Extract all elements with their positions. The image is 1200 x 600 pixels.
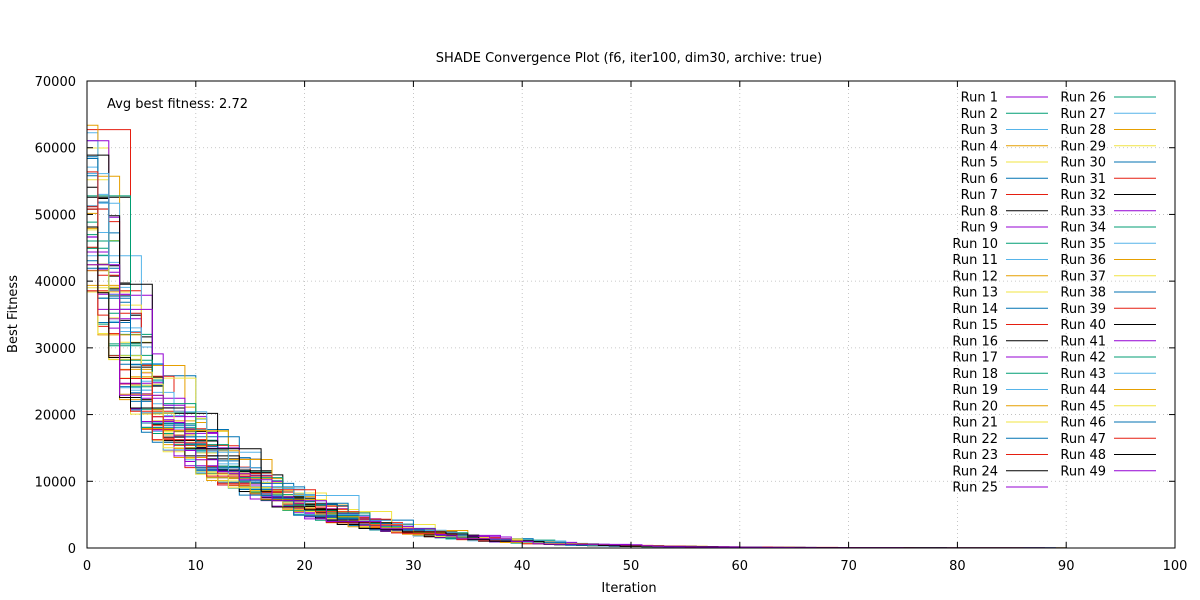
y-tick-label: 70000 bbox=[35, 75, 76, 90]
legend-label-run-20: Run 20 bbox=[952, 399, 998, 414]
legend-label-run-23: Run 23 bbox=[952, 448, 998, 463]
legend-label-run-44: Run 44 bbox=[1060, 383, 1106, 398]
avg-best-fitness-annotation: Avg best fitness: 2.72 bbox=[107, 97, 248, 112]
legend-label-run-1: Run 1 bbox=[961, 91, 998, 106]
x-tick-label: 0 bbox=[83, 559, 91, 574]
legend-label-run-5: Run 5 bbox=[961, 156, 998, 171]
legend-label-run-30: Run 30 bbox=[1060, 156, 1106, 171]
x-tick-label: 20 bbox=[296, 559, 313, 574]
series-line-run-48 bbox=[87, 226, 1175, 549]
y-tick-label: 20000 bbox=[35, 409, 76, 424]
legend-label-run-10: Run 10 bbox=[952, 237, 998, 252]
legend-label-run-46: Run 46 bbox=[1060, 416, 1106, 431]
legend-label-run-24: Run 24 bbox=[952, 464, 998, 479]
legend-label-run-12: Run 12 bbox=[952, 269, 998, 284]
y-axis-label: Best Fitness bbox=[6, 275, 21, 353]
legend-label-run-39: Run 39 bbox=[1060, 302, 1106, 317]
series-line-run-46 bbox=[87, 260, 1175, 549]
x-tick-label: 30 bbox=[405, 559, 422, 574]
legend-label-run-40: Run 40 bbox=[1060, 318, 1106, 333]
x-tick-label: 100 bbox=[1163, 559, 1188, 574]
legend-label-run-8: Run 8 bbox=[961, 204, 998, 219]
legend-label-run-21: Run 21 bbox=[952, 416, 998, 431]
legend-label-run-27: Run 27 bbox=[1060, 107, 1106, 122]
y-tick-label: 10000 bbox=[35, 475, 76, 490]
x-axis-label: Iteration bbox=[601, 581, 656, 596]
legend-label-run-28: Run 28 bbox=[1060, 123, 1106, 138]
legend-label-run-14: Run 14 bbox=[952, 302, 998, 317]
x-tick-label: 50 bbox=[623, 559, 640, 574]
legend-label-run-22: Run 22 bbox=[952, 432, 998, 447]
legend-label-run-43: Run 43 bbox=[1060, 367, 1106, 382]
legend-label-run-41: Run 41 bbox=[1060, 334, 1106, 349]
legend-label-run-13: Run 13 bbox=[952, 286, 998, 301]
legend-label-run-42: Run 42 bbox=[1060, 351, 1106, 366]
y-tick-label: 60000 bbox=[35, 142, 76, 157]
y-tick-label: 30000 bbox=[35, 342, 76, 357]
legend-label-run-7: Run 7 bbox=[961, 188, 998, 203]
legend-label-run-32: Run 32 bbox=[1060, 188, 1106, 203]
legend-label-run-3: Run 3 bbox=[961, 123, 998, 138]
legend-label-run-9: Run 9 bbox=[961, 221, 998, 236]
chart-title: SHADE Convergence Plot (f6, iter100, dim… bbox=[436, 51, 822, 66]
legend-label-run-19: Run 19 bbox=[952, 383, 998, 398]
series-lines bbox=[87, 124, 1175, 549]
legend-label-run-31: Run 31 bbox=[1060, 172, 1106, 187]
y-tick-label: 0 bbox=[68, 542, 76, 557]
legend-label-run-17: Run 17 bbox=[952, 351, 998, 366]
x-tick-label: 10 bbox=[188, 559, 205, 574]
legend-label-run-49: Run 49 bbox=[1060, 464, 1106, 479]
legend-label-run-38: Run 38 bbox=[1060, 286, 1106, 301]
series-line-run-36 bbox=[87, 227, 1175, 549]
legend-label-run-16: Run 16 bbox=[952, 334, 998, 349]
grid bbox=[87, 81, 1175, 548]
legend-label-run-25: Run 25 bbox=[952, 481, 998, 496]
x-tick-label: 70 bbox=[840, 559, 857, 574]
legend-label-run-4: Run 4 bbox=[961, 139, 998, 154]
legend-label-run-6: Run 6 bbox=[961, 172, 998, 187]
legend-label-run-34: Run 34 bbox=[1060, 221, 1106, 236]
legend-label-run-37: Run 37 bbox=[1060, 269, 1106, 284]
x-tick-label: 80 bbox=[949, 559, 966, 574]
x-tick-label: 60 bbox=[732, 559, 749, 574]
legend-label-run-26: Run 26 bbox=[1060, 91, 1106, 106]
legend-label-run-36: Run 36 bbox=[1060, 253, 1106, 268]
legend-label-run-2: Run 2 bbox=[961, 107, 998, 122]
y-tick-label: 50000 bbox=[35, 208, 76, 223]
series-line-run-30 bbox=[87, 267, 1175, 549]
legend-label-run-45: Run 45 bbox=[1060, 399, 1106, 414]
legend-label-run-11: Run 11 bbox=[952, 253, 998, 268]
y-tick-label: 40000 bbox=[35, 275, 76, 290]
x-tick-label: 40 bbox=[514, 559, 531, 574]
axis-ticks: 0 10 20 30 40 50 60 70 80 90 100 0 10000 20000 30000 40… bbox=[35, 75, 1188, 574]
legend-label-run-15: Run 15 bbox=[952, 318, 998, 333]
legend-label-run-18: Run 18 bbox=[952, 367, 998, 382]
legend-label-run-47: Run 47 bbox=[1060, 432, 1106, 447]
legend-label-run-48: Run 48 bbox=[1060, 448, 1106, 463]
legend-label-run-33: Run 33 bbox=[1060, 204, 1106, 219]
x-tick-label: 90 bbox=[1058, 559, 1075, 574]
legend-label-run-35: Run 35 bbox=[1060, 237, 1106, 252]
legend-label-run-29: Run 29 bbox=[1060, 139, 1106, 154]
series-line-run-25 bbox=[87, 251, 1175, 549]
